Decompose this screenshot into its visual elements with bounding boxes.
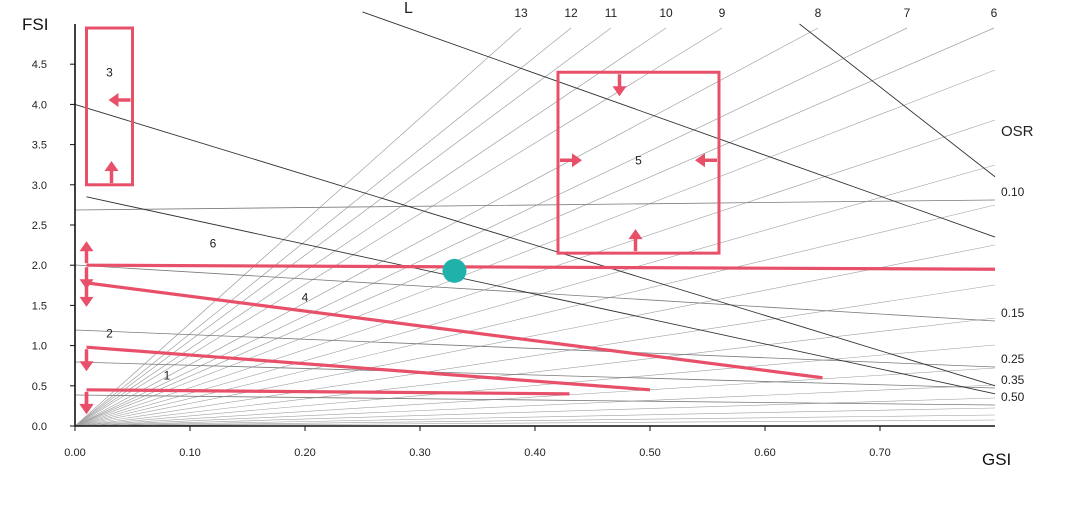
layer-lines: 13 12 11 10 9 8 7 6 [74, 6, 998, 427]
y-tick-label: 1.5 [32, 300, 47, 312]
y-tick-label: 3.0 [32, 180, 47, 192]
layer-line [74, 414, 996, 427]
x-tick-label: 0.70 [869, 447, 890, 459]
zone-arrow-down-head [612, 86, 627, 97]
y-tick-label: 3.5 [32, 140, 47, 152]
annotation-lines [74, 11, 996, 395]
layer-line [74, 27, 723, 427]
layer-line [74, 119, 996, 427]
x-tick-label: 0.00 [64, 447, 85, 459]
x-tick-label: 0.50 [639, 447, 660, 459]
x-tick-label: 0.20 [294, 447, 315, 459]
layer-line [74, 344, 996, 427]
y-axis-title: FSI [22, 15, 48, 34]
layer-line [74, 27, 908, 427]
layer-line [74, 27, 612, 427]
zone-box [556, 70, 721, 255]
y-tick-label: 4.0 [32, 99, 47, 111]
reference-line [362, 11, 996, 238]
y-tick-label: 0.0 [32, 421, 47, 433]
layer-label: 6 [991, 6, 998, 20]
zones: 1 2 3 4 5 6 [79, 26, 996, 415]
layer-line [74, 204, 996, 427]
y-tick-label: 4.5 [32, 59, 47, 71]
x-tick-label: 0.60 [754, 447, 775, 459]
zone-arrow-down-head [79, 361, 94, 372]
layer-line [74, 407, 996, 427]
reference-line [799, 23, 996, 178]
zone-arrow-down-head [79, 296, 94, 307]
layer-line [74, 244, 996, 427]
axes: 0.00 0.10 0.20 0.30 0.40 0.50 0.60 0.70 0.0 0.5 1.… [32, 24, 995, 459]
zone-label: 5 [635, 154, 642, 168]
osr-line [74, 361, 996, 389]
osr-label: 0.10 [1001, 185, 1025, 199]
osr-label: 0.25 [1001, 352, 1025, 366]
layer-label: 11 [605, 6, 618, 20]
zone-line [86, 263, 996, 271]
zone-arrow-left-head [108, 93, 119, 108]
layer-line [74, 27, 667, 427]
layer-line [74, 27, 522, 427]
reference-line [86, 196, 996, 395]
osr-label: 0.35 [1001, 373, 1025, 387]
reference-line [74, 103, 996, 387]
zone-arrow-up-head [628, 229, 643, 240]
osr-line [74, 264, 996, 322]
layer-line [74, 164, 996, 427]
layer-label: 7 [904, 6, 911, 20]
x-tick-label: 0.10 [179, 447, 200, 459]
osr-line [74, 199, 996, 211]
osr-line [74, 394, 996, 406]
zone-arrow-down-head [79, 279, 94, 290]
zone-line [86, 281, 823, 380]
y-tick-label: 2.0 [32, 260, 47, 272]
zone-arrow-up-head [104, 161, 119, 172]
zone-label: 4 [302, 290, 309, 304]
layer-line [74, 397, 996, 427]
zone-label: 3 [106, 65, 113, 79]
osr-lines: 0.10 0.15 0.25 0.35 0.50 [74, 185, 1025, 406]
layer-label: 12 [564, 6, 578, 20]
x-tick-label: 0.30 [409, 447, 430, 459]
zone-line [86, 345, 651, 392]
zone-arrow-up-head [79, 241, 94, 252]
zone-arrow-down-head [79, 404, 94, 415]
layer-title: L [404, 0, 413, 17]
zone-label: 6 [210, 237, 217, 251]
x-tick-label: 0.40 [524, 447, 545, 459]
layer-label: 8 [815, 6, 822, 20]
x-axis-title: GSI [982, 450, 1011, 469]
layer-label: 13 [514, 6, 528, 20]
layer-line [74, 419, 996, 427]
osr-label: 0.15 [1001, 306, 1025, 320]
layer-line [74, 27, 995, 427]
layer-line [74, 367, 996, 427]
layer-line [74, 27, 572, 427]
zone-arrow-left-head [695, 153, 705, 168]
point-layer [442, 258, 467, 283]
layer-label: 9 [719, 6, 726, 20]
y-tick-label: 0.5 [32, 381, 47, 393]
osr-title: OSR [1001, 123, 1034, 140]
y-tick-label: 2.5 [32, 220, 47, 232]
layer-line [74, 27, 819, 427]
zone-label: 1 [164, 368, 171, 382]
layer-line [74, 284, 996, 427]
zone-box [85, 26, 134, 187]
layer-line [74, 317, 996, 427]
osr-label: 0.50 [1001, 390, 1025, 404]
zone-line [86, 388, 570, 396]
zone-arrow-right-head [572, 153, 582, 168]
zone-label: 2 [106, 327, 113, 341]
layer-label: 10 [659, 6, 673, 20]
highlight-point [442, 258, 467, 283]
layer-line [74, 384, 996, 427]
y-tick-label: 1.0 [32, 341, 47, 353]
